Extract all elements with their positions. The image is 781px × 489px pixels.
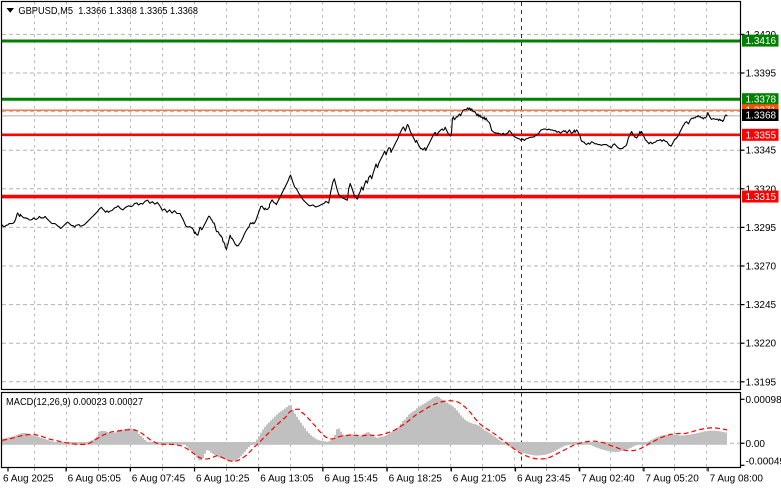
svg-text:1.3295: 1.3295 [746,223,777,234]
svg-text:1.3366 1.3368 1.3365 1.3368: 1.3366 1.3368 1.3365 1.3368 [78,6,198,17]
svg-text:0.00: 0.00 [746,439,766,450]
svg-text:7 Aug 08:00: 7 Aug 08:00 [710,474,764,485]
svg-text:6 Aug 2025: 6 Aug 2025 [3,474,54,485]
svg-text:0.00098: 0.00098 [746,395,781,406]
svg-text:1.3270: 1.3270 [746,262,777,273]
svg-text:6 Aug 23:45: 6 Aug 23:45 [517,474,571,485]
svg-text:1.3355: 1.3355 [746,130,777,141]
svg-text:6 Aug 21:05: 6 Aug 21:05 [453,474,507,485]
svg-text:6 Aug 07:45: 6 Aug 07:45 [132,474,186,485]
svg-text:6 Aug 05:05: 6 Aug 05:05 [68,474,122,485]
svg-text:1.3395: 1.3395 [746,69,777,80]
svg-text:7 Aug 05:20: 7 Aug 05:20 [645,474,699,485]
svg-text:MACD(12,26,9) 0.00023 0.00027: MACD(12,26,9) 0.00023 0.00027 [6,397,143,408]
svg-text:GBPUSD,M5: GBPUSD,M5 [18,6,73,17]
svg-text:6 Aug 18:25: 6 Aug 18:25 [389,474,443,485]
svg-text:1.3416: 1.3416 [746,36,777,47]
svg-text:6 Aug 15:45: 6 Aug 15:45 [324,474,378,485]
svg-text:1.3245: 1.3245 [746,300,777,311]
svg-text:1.3315: 1.3315 [746,192,777,203]
svg-text:6 Aug 10:25: 6 Aug 10:25 [196,474,250,485]
svg-text:1.3378: 1.3378 [746,95,777,106]
svg-text:1.3320: 1.3320 [746,184,777,195]
svg-text:6 Aug 13:05: 6 Aug 13:05 [260,474,314,485]
svg-text:1.3220: 1.3220 [746,339,777,350]
svg-text:1.3195: 1.3195 [746,377,777,388]
svg-text:-0.00049: -0.00049 [746,457,781,468]
svg-text:7 Aug 02:40: 7 Aug 02:40 [581,474,635,485]
svg-text:1.3368: 1.3368 [746,111,777,122]
svg-text:1.3345: 1.3345 [746,146,777,157]
